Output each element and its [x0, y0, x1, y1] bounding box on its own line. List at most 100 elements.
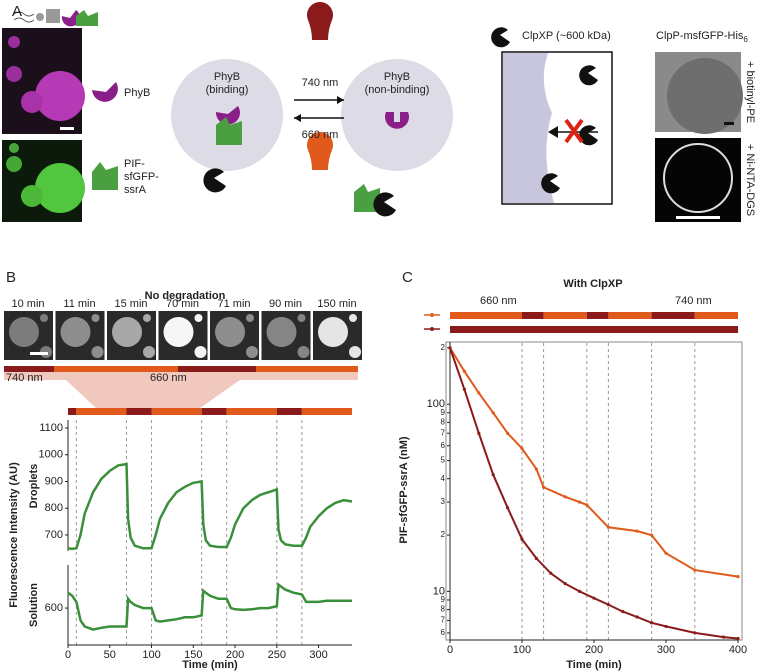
label: + Ni-NTA-DGS: [744, 144, 756, 216]
y-tick-label: 7: [441, 616, 446, 625]
data-point: [606, 525, 611, 529]
light-bar: [256, 366, 358, 372]
y-tick-label: 3: [441, 497, 446, 506]
clpxp-icon: [491, 27, 510, 48]
light-segment: [450, 312, 522, 319]
bulb-far-red: [307, 1, 333, 40]
droplet-nonbinding: [341, 59, 453, 171]
data-point: [664, 624, 668, 629]
x-axis-label: Time (min): [566, 659, 622, 671]
droplet: [21, 91, 43, 113]
panel-label: C: [402, 269, 413, 286]
data-point: [520, 537, 524, 541]
label: ClpP-msfGFP-His: [656, 30, 744, 42]
data-point: [520, 446, 524, 451]
droplet: [91, 346, 104, 358]
y-tick-label: 4: [441, 474, 446, 483]
label: PhyB: [214, 71, 240, 83]
phyb-icon: [215, 106, 240, 125]
droplet: [9, 143, 19, 153]
data-line: [67, 462, 353, 551]
y-tick-label: 7: [441, 428, 446, 437]
cross: [564, 118, 584, 144]
icon-clpp: [46, 9, 60, 23]
pif-icon: [216, 117, 242, 145]
data-point: [592, 596, 596, 600]
x-tick-label: 150: [184, 649, 202, 661]
droplet: [60, 317, 91, 347]
droplet: [40, 314, 48, 322]
x-axis-label: Time (min): [182, 659, 238, 671]
data-point: [693, 568, 697, 572]
data-point: [506, 431, 510, 435]
y-tick-label: 6: [441, 628, 446, 637]
x-tick-label: 0: [65, 649, 71, 661]
vesicle: [663, 143, 733, 213]
image-label: 11 min: [63, 298, 95, 310]
light-segment: [226, 408, 277, 415]
droplet: [143, 346, 155, 358]
y-tick-label: 9: [441, 408, 446, 417]
data-point: [736, 574, 740, 579]
y-tick-label: 8: [441, 417, 446, 426]
label: 660 nm: [302, 129, 339, 141]
label: ClpP-msfGFP-His6: [656, 30, 748, 44]
vesicle: [667, 58, 743, 134]
light-segment: [651, 312, 695, 319]
clpxp-icon: [541, 173, 560, 194]
data-point: [549, 571, 553, 575]
light-segment: [694, 312, 738, 319]
droplet: [143, 314, 151, 322]
label: ClpXP (~600 kDa): [522, 30, 611, 42]
data-point: [477, 391, 481, 395]
light-funnel: [4, 372, 358, 408]
droplet: [297, 346, 310, 358]
droplet: [215, 317, 245, 347]
clpxp-icon: [373, 192, 396, 217]
image-label: 90 min: [269, 298, 302, 310]
y-tick-label: 1100: [39, 422, 63, 434]
light-segment: [76, 408, 127, 415]
data-point: [722, 635, 726, 639]
chart-title: No degradation: [145, 290, 226, 302]
label: 660 nm: [480, 295, 517, 307]
y-tick-label: 600: [45, 602, 63, 614]
data-point: [578, 589, 582, 594]
label: 740 nm: [6, 372, 43, 384]
arrow-head: [548, 126, 558, 138]
light-segment: [522, 312, 544, 319]
droplet: [349, 346, 361, 358]
x-tick-label: 400: [729, 644, 747, 656]
light-bar: [54, 366, 178, 372]
y-tick-label: 100: [427, 398, 445, 410]
panel-label: B: [6, 269, 16, 286]
x-tick-label: 100: [142, 649, 160, 661]
data-point: [736, 636, 740, 641]
legend-dot: [430, 327, 434, 331]
data-point: [462, 387, 466, 392]
data-point: [462, 369, 466, 373]
arrow-head: [294, 114, 301, 122]
data-point: [506, 506, 510, 510]
data-point: [585, 503, 589, 507]
image-label: 71 min: [217, 298, 250, 310]
clpxp-icon: [579, 65, 598, 86]
y-tick-label: 10: [433, 585, 445, 597]
y-tick-label: 900: [45, 475, 63, 487]
droplet: [194, 314, 203, 322]
y-axis-label: Fluorescence Intensity (AU): [8, 462, 20, 608]
chart-label: Solution: [28, 583, 40, 627]
data-point: [621, 609, 625, 614]
legend-dot: [430, 313, 434, 317]
droplet: [266, 317, 297, 347]
image-label: 10 min: [11, 298, 44, 310]
phyb-icon: [92, 82, 118, 102]
x-tick-label: 200: [585, 644, 603, 656]
data-point: [534, 467, 539, 471]
arrow-head: [337, 96, 344, 104]
droplet: [349, 314, 357, 322]
data-point: [650, 533, 654, 537]
label: 740 nm: [302, 77, 339, 89]
light-segment: [126, 408, 152, 415]
